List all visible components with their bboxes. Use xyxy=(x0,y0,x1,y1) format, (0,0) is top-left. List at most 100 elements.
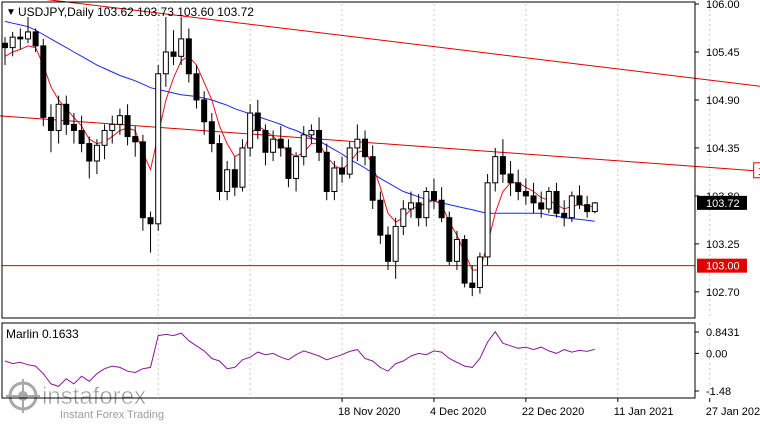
candle-body xyxy=(354,138,361,149)
marlin-pane-frame xyxy=(1,322,696,399)
candle-body xyxy=(469,282,476,288)
candle-body xyxy=(47,116,54,131)
candle-body xyxy=(430,191,437,201)
candle-body xyxy=(24,31,31,40)
price-pane-frame xyxy=(1,1,696,319)
candle-body xyxy=(507,173,514,184)
time-axis: 18 Nov 2020 4 Dec 2020 22 Dec 2020 11 Jan 2… xyxy=(338,398,760,418)
price-tick-label: 102.70 xyxy=(706,287,740,299)
slow-moving-average-line xyxy=(4,20,595,222)
candles xyxy=(2,17,598,297)
candle-body xyxy=(262,129,269,153)
candle-body xyxy=(545,191,552,210)
level-callout-box xyxy=(753,162,760,179)
candle-body xyxy=(247,112,254,149)
candle-body xyxy=(377,199,384,236)
candle-body xyxy=(224,169,231,193)
candle-body xyxy=(277,138,284,149)
candle-body xyxy=(139,141,146,219)
time-tick-label: 4 Dec 2020 xyxy=(430,406,486,418)
candle-body xyxy=(109,123,116,131)
candle-body xyxy=(538,202,545,210)
candle-body xyxy=(124,115,131,138)
candle-body xyxy=(499,156,506,175)
time-tick-label: 27 Jan 2021 xyxy=(706,406,760,418)
marlin-tick-label: 0.8431 xyxy=(706,327,740,339)
candle-body xyxy=(55,103,62,131)
candle-body xyxy=(385,234,391,262)
candle-body xyxy=(216,143,223,193)
candle-body xyxy=(32,31,39,47)
level-callout-label: 104.16 xyxy=(758,166,760,178)
candle-body xyxy=(561,212,568,219)
candle-body xyxy=(101,129,108,146)
marlin-tick-label: 0.00 xyxy=(706,348,727,360)
candle-body xyxy=(492,156,499,184)
collapse-triangle-icon[interactable]: ▼ xyxy=(6,7,16,18)
candle-body xyxy=(423,191,430,219)
candle-body xyxy=(591,202,598,213)
candle-body xyxy=(70,123,77,131)
price-tick-label: 104.90 xyxy=(706,95,740,107)
candle-body xyxy=(116,115,123,125)
current-price-tag xyxy=(697,195,747,210)
candle-body xyxy=(515,182,522,193)
current-price-label: 103.72 xyxy=(706,198,740,210)
candle-body xyxy=(254,112,261,131)
candle-body xyxy=(300,134,307,158)
candle-body xyxy=(584,204,591,213)
candle-body xyxy=(193,73,200,101)
watermark-tagline: Instant Forex Trading xyxy=(60,409,164,421)
candle-body xyxy=(446,217,453,262)
candle-body xyxy=(178,38,185,57)
candle-body xyxy=(362,138,369,158)
candle-body xyxy=(147,217,154,225)
candle-body xyxy=(522,191,529,197)
candle-body xyxy=(438,199,445,219)
time-tick-label: 22 Dec 2020 xyxy=(522,406,584,418)
marlin-series xyxy=(4,330,595,387)
candle-body xyxy=(400,208,407,227)
time-tick-label: 18 Nov 2020 xyxy=(338,406,400,418)
candle-body xyxy=(162,51,169,75)
candle-body xyxy=(239,147,246,188)
candle-body xyxy=(86,143,93,162)
candle-body xyxy=(568,195,575,219)
candle-body xyxy=(2,42,8,49)
candle-body xyxy=(293,156,300,179)
candle-body xyxy=(323,151,330,193)
candle-body xyxy=(63,103,70,125)
candle-body xyxy=(346,147,353,175)
candle-body xyxy=(201,99,208,123)
level-axis-tag xyxy=(697,258,747,273)
candle-body xyxy=(285,147,292,179)
level-axis-tag-label: 103.00 xyxy=(706,261,740,273)
candle-body xyxy=(316,129,323,153)
candle-body xyxy=(576,195,583,206)
price-tick-label: 105.45 xyxy=(706,47,740,59)
time-tick-label: 11 Jan 2021 xyxy=(614,406,674,418)
candle-body xyxy=(132,136,139,143)
marlin-tick-label: -1.48 xyxy=(706,386,731,398)
candle-body xyxy=(476,256,483,288)
candle-body xyxy=(407,202,414,210)
candle-body xyxy=(185,38,192,75)
price-tick-label: 104.35 xyxy=(706,143,740,155)
candle-body xyxy=(231,169,238,188)
symbol-header: USDJPY,Daily 103.62 103.73 103.60 103.72 xyxy=(18,5,254,19)
candle-body xyxy=(17,36,24,40)
candle-body xyxy=(339,167,346,175)
indicator-label: Marlin 0.1633 xyxy=(6,327,79,341)
price-axis: 106.00105.45104.90104.35103.80103.25102.… xyxy=(695,0,740,299)
candle-body xyxy=(453,239,460,262)
candle-body xyxy=(308,129,315,136)
candle-body xyxy=(530,195,537,204)
candle-body xyxy=(553,191,560,214)
price-tick-label: 106.00 xyxy=(706,0,740,11)
candle-body xyxy=(415,202,422,219)
trendline xyxy=(46,0,760,87)
candle-body xyxy=(461,239,468,284)
